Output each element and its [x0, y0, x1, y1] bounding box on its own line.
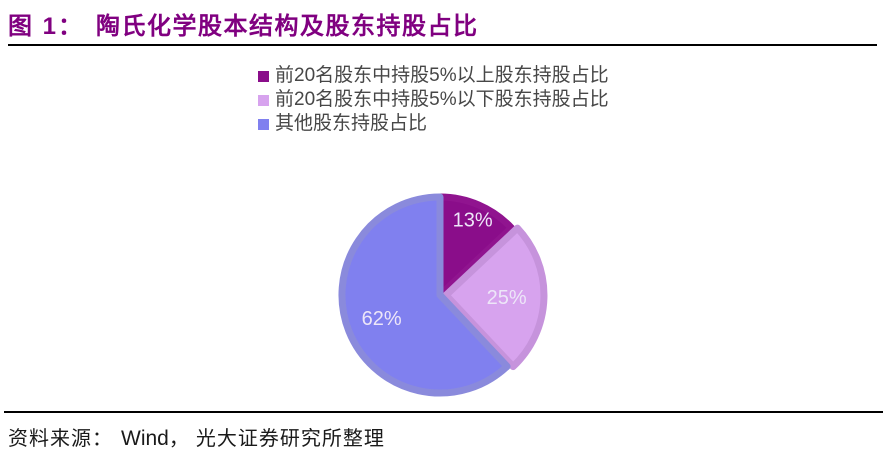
pie-slice-label: 25%: [487, 287, 527, 309]
legend-item: 前20名股东中持股5%以上股东持股占比: [258, 64, 609, 88]
pie-slice-label: 13%: [453, 210, 493, 232]
legend-item: 前20名股东中持股5%以下股东持股占比: [258, 88, 609, 112]
legend-label: 前20名股东中持股5%以上股东持股占比: [275, 65, 609, 86]
source-rest: ， 光大证券研究所整理: [168, 428, 385, 450]
figure-title: 图 1： 陶氏化学股本结构及股东持股占比: [8, 6, 479, 41]
figure-title-text: 陶氏化学股本结构及股东持股占比: [96, 13, 479, 40]
footer-divider: [4, 411, 883, 413]
legend-label: 前20名股东中持股5%以下股东持股占比: [275, 89, 609, 110]
source-wind: Wind: [121, 427, 169, 450]
legend-marker: [258, 94, 269, 106]
source-label: 资料来源：: [8, 428, 113, 450]
pie-slice-3: [338, 193, 511, 397]
figure-number: 图 1：: [8, 13, 85, 40]
pie-slice-2: [442, 224, 548, 371]
legend-marker: [258, 70, 269, 82]
legend-item: 其他股东持股占比: [258, 112, 609, 136]
source-note: 资料来源： Wind， 光大证券研究所整理: [8, 422, 385, 451]
legend-marker: [258, 118, 269, 130]
pie-slice-label: 62%: [362, 308, 402, 330]
legend-label: 其他股东持股占比: [275, 113, 428, 134]
chart-legend: 前20名股东中持股5%以上股东持股占比 前20名股东中持股5%以下股东持股占比 其他…: [258, 64, 609, 136]
title-divider: [8, 44, 877, 46]
